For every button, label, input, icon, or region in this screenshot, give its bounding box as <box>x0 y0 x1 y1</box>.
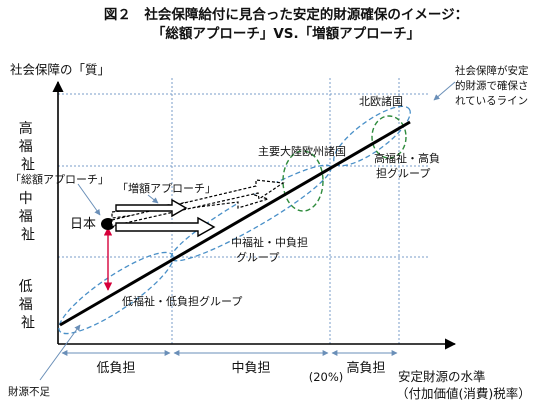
label-low-group: 低福祉・低負担グループ <box>122 294 242 308</box>
label-high-group-1: 高福祉・高負 <box>374 151 440 165</box>
y-label-mid-char-2: 福 <box>19 209 33 225</box>
label-continental-europe: 主要大陸欧州諸国 <box>258 144 346 158</box>
country-group-ellipses <box>282 115 407 212</box>
label-fiscal-shortfall: 財源不足 <box>8 385 50 398</box>
label-total-approach: 「総額アプローチ」 <box>10 172 109 186</box>
x-axis-label-1: 安定財源の水準 <box>398 369 486 384</box>
total-approach-arrows <box>115 198 216 238</box>
ellipse-continental-europe <box>282 150 324 212</box>
y-label-mid: 中 福 祉 <box>19 191 37 243</box>
callout-stable-line-1: 社会保障が安定 <box>455 64 529 77</box>
ellipse-northern-europe <box>371 115 407 159</box>
axes <box>52 80 457 350</box>
y-label-mid-char-3: 祉 <box>21 227 35 243</box>
callout-leaders <box>39 81 456 381</box>
x-axis-label-2: （付加価値(消費)税率） <box>396 386 531 401</box>
label-high-group-2: 担グループ <box>376 166 430 180</box>
label-japan: 日本 <box>70 217 96 232</box>
y-label-high-char-2: 福 <box>19 139 33 155</box>
label-mid-group: 中福祉・中負担 グループ <box>231 235 312 264</box>
y-label-low-char-3: 祉 <box>21 315 35 331</box>
grid-lines <box>58 78 430 345</box>
y-label-high-char-1: 高 <box>19 120 33 137</box>
y-label-high-char-3: 祉 <box>21 157 35 173</box>
y-label-high: 高 福 祉 <box>19 120 37 173</box>
y-label-mid-char-1: 中 <box>19 191 33 207</box>
label-high-group: 高福祉・高負 担グループ <box>374 151 444 180</box>
label-northern-europe: 北欧諸国 <box>359 94 403 108</box>
x-marker-20pct: (20%) <box>309 370 344 384</box>
x-segment-mid: 中負担 <box>231 361 270 376</box>
x-segment-low: 低負担 <box>96 361 135 376</box>
callout-stable-line-2: 的財源で確保さ <box>455 79 529 92</box>
label-mid-group-2: グループ <box>236 250 279 264</box>
y-label-low-char-2: 福 <box>19 297 33 313</box>
y-label-low: 低 福 祉 <box>19 279 37 331</box>
y-axis-label: 社会保障の「質」 <box>10 62 110 77</box>
stable-funding-line <box>59 120 411 327</box>
x-segment-high: 高負担 <box>346 360 385 376</box>
title-line-1: 図２ 社会保障給付に見合った安定的財源確保のイメージ： <box>104 6 468 23</box>
callout-stable-line-3: れているライン <box>455 95 528 107</box>
label-increase-approach: 「増額アプローチ」 <box>117 182 216 195</box>
callout-stable-line: 社会保障が安定 的財源で確保さ れているライン <box>455 64 532 107</box>
title-line-2: 「総額アプローチ」VS.「増額アプローチ」 <box>152 25 420 42</box>
y-label-low-char-1: 低 <box>19 279 33 295</box>
ellipse-high-group <box>333 105 411 167</box>
label-mid-group-1: 中福祉・中負担 <box>231 235 308 249</box>
